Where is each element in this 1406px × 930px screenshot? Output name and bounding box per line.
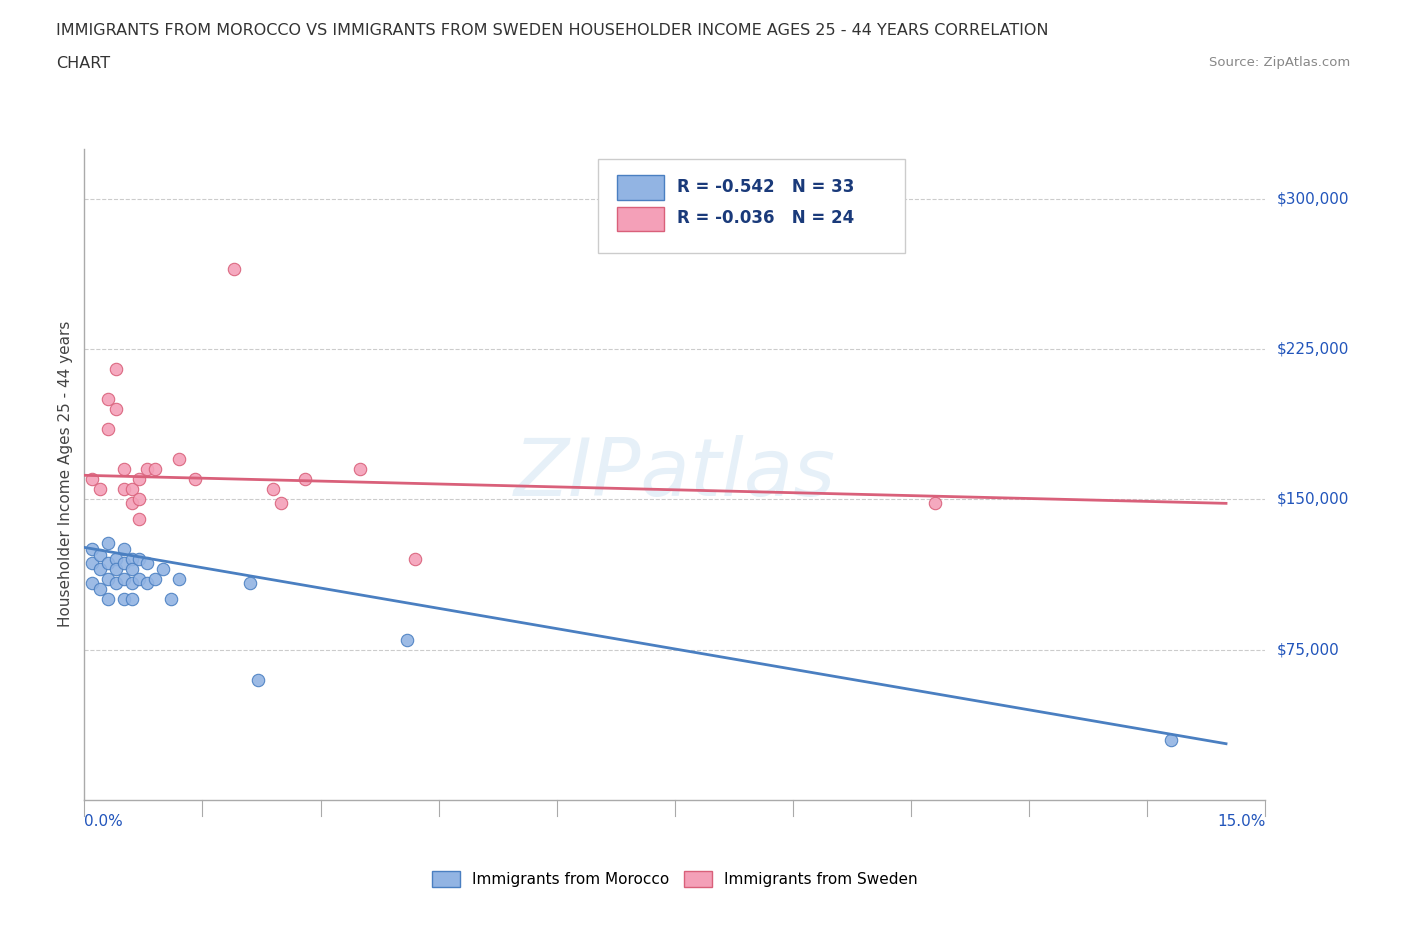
Point (121, 562, 143, 577)
Text: $225,000: $225,000 (1277, 341, 1350, 356)
Point (128, 472, 150, 486)
Point (121, 552, 143, 567)
Text: $150,000: $150,000 (1277, 492, 1350, 507)
Point (294, 472, 316, 486)
FancyBboxPatch shape (617, 206, 664, 231)
Point (128, 492, 150, 507)
Point (112, 592, 135, 607)
Point (136, 576, 159, 591)
Text: 0.0%: 0.0% (84, 814, 124, 829)
Point (239, 576, 262, 591)
Point (136, 462, 159, 477)
Point (82, 472, 104, 486)
FancyBboxPatch shape (598, 159, 905, 253)
Point (89, 548, 111, 563)
Point (222, 261, 245, 276)
Legend: Immigrants from Morocco, Immigrants from Sweden: Immigrants from Morocco, Immigrants from… (426, 865, 924, 893)
Text: $300,000: $300,000 (1277, 192, 1350, 206)
Point (97, 422, 120, 437)
Text: $75,000: $75,000 (1277, 642, 1340, 658)
Point (143, 462, 166, 477)
Point (89, 562, 111, 577)
Point (104, 562, 127, 577)
Point (128, 512, 150, 526)
Point (121, 592, 143, 607)
Point (104, 576, 127, 591)
Point (396, 632, 419, 647)
Point (112, 572, 135, 587)
Point (104, 402, 127, 417)
Point (89, 482, 111, 497)
Point (82, 542, 104, 557)
Point (262, 482, 284, 497)
Point (167, 572, 190, 587)
Point (97, 536, 120, 551)
Point (104, 552, 127, 567)
Point (104, 362, 127, 377)
Point (121, 576, 143, 591)
Point (924, 496, 946, 511)
Point (97, 556, 120, 571)
Text: R = -0.542   N = 33: R = -0.542 N = 33 (678, 179, 855, 196)
Point (143, 572, 166, 587)
Point (128, 572, 150, 587)
Point (404, 552, 426, 567)
Point (121, 482, 143, 497)
Point (112, 556, 135, 571)
Point (167, 452, 190, 467)
Point (160, 592, 183, 607)
Y-axis label: Householder Income Ages 25 - 44 years: Householder Income Ages 25 - 44 years (58, 321, 73, 628)
Text: 15.0%: 15.0% (1218, 814, 1265, 829)
Point (349, 462, 371, 477)
Point (97, 572, 120, 587)
Text: ZIPatlas: ZIPatlas (513, 435, 837, 513)
Text: Source: ZipAtlas.com: Source: ZipAtlas.com (1209, 56, 1350, 69)
Point (136, 556, 159, 571)
Point (97, 592, 120, 607)
Point (121, 496, 143, 511)
Point (112, 482, 135, 497)
Text: CHART: CHART (56, 56, 110, 71)
Point (112, 462, 135, 477)
Text: IMMIGRANTS FROM MOROCCO VS IMMIGRANTS FROM SWEDEN HOUSEHOLDER INCOME AGES 25 - 4: IMMIGRANTS FROM MOROCCO VS IMMIGRANTS FR… (56, 23, 1049, 38)
Point (152, 562, 174, 577)
Point (97, 392, 120, 406)
Point (89, 582, 111, 597)
Point (183, 472, 205, 486)
Point (112, 542, 135, 557)
Point (82, 556, 104, 571)
Point (246, 672, 269, 687)
Point (128, 552, 150, 567)
Point (270, 496, 292, 511)
Point (1160, 732, 1182, 747)
FancyBboxPatch shape (617, 176, 664, 200)
Point (82, 576, 104, 591)
Text: R = -0.036   N = 24: R = -0.036 N = 24 (678, 209, 855, 228)
